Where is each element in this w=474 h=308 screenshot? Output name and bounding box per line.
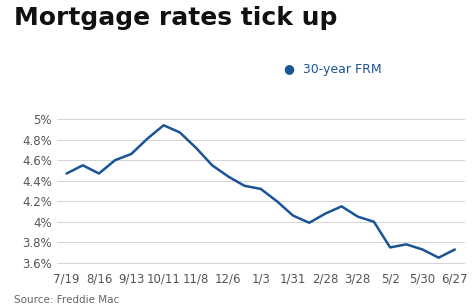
- Text: Mortgage rates tick up: Mortgage rates tick up: [14, 6, 337, 30]
- Text: Source: Freddie Mac: Source: Freddie Mac: [14, 295, 119, 305]
- Text: ●  30-year FRM: ● 30-year FRM: [284, 63, 382, 76]
